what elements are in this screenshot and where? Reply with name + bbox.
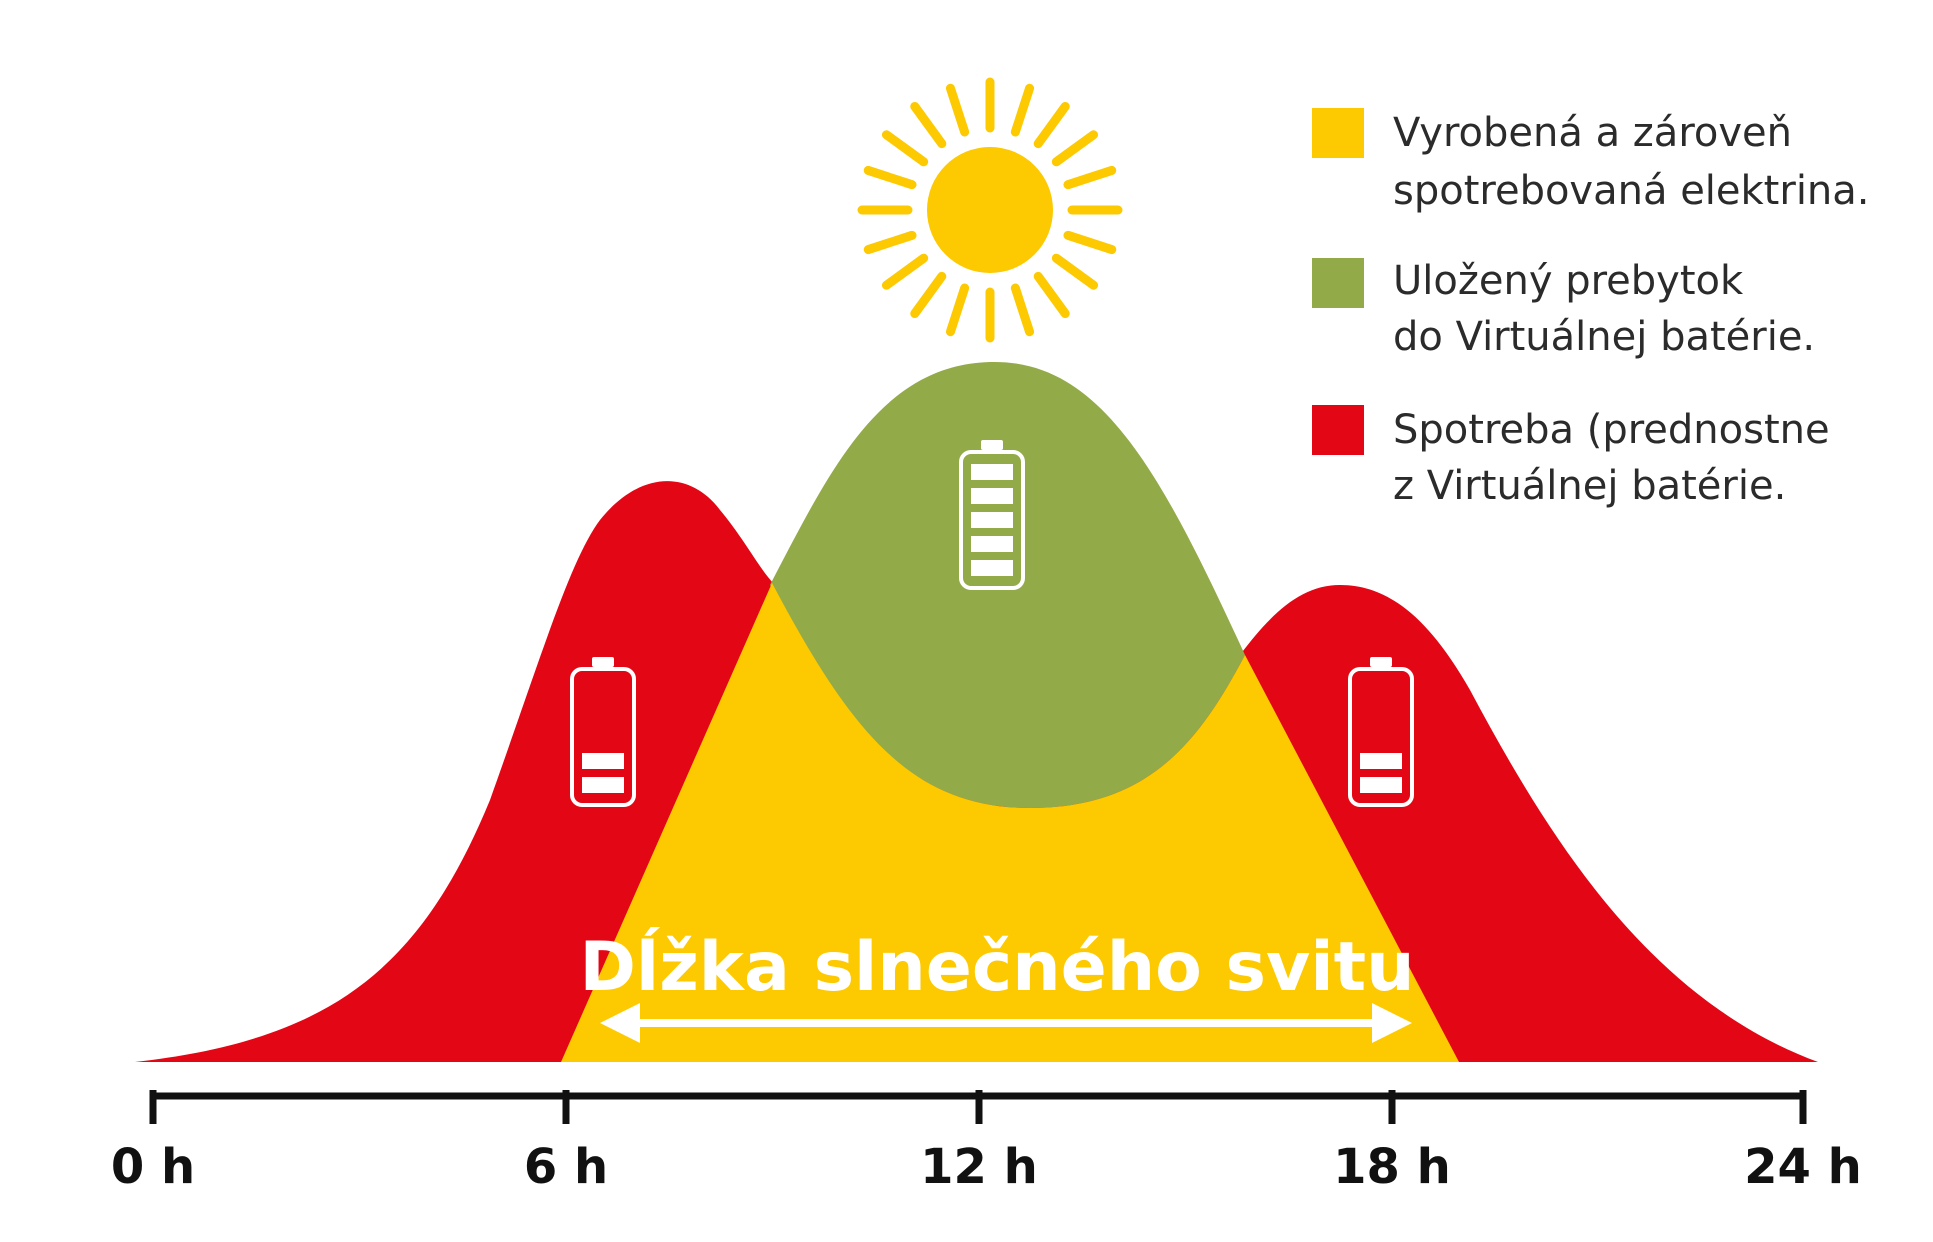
legend-swatch-produced (1312, 108, 1364, 158)
stored-surplus-area (770, 361, 1245, 808)
sun-ray (910, 271, 947, 319)
sun-ray (1063, 165, 1117, 190)
axis-tick-label: 18 h (1333, 1139, 1451, 1195)
battery-low-icon (1348, 657, 1414, 807)
sun-ray (1051, 253, 1099, 290)
sun-ray (1063, 230, 1117, 255)
sun-icon (857, 77, 1123, 343)
time-axis (149, 1090, 1807, 1124)
sun-ray (881, 130, 929, 167)
double-arrow-icon (600, 1003, 1412, 1043)
axis-tick-label: 24 h (1744, 1139, 1862, 1195)
sun-ray (1010, 283, 1035, 337)
sun-ray (945, 83, 970, 137)
legend-label-produced-line2: spotrebovaná elektrina. (1393, 168, 1870, 214)
legend-swatch-stored (1312, 258, 1364, 308)
produced-consumed-area (561, 583, 1459, 1062)
legend-label-stored-line1: Uložený prebytok (1393, 258, 1744, 304)
battery-low-icon (570, 657, 636, 807)
legend-label-produced-line1: Vyrobená a zároveň (1393, 110, 1792, 156)
legend-label-consumption-line1: Spotreba (prednostne (1393, 407, 1830, 453)
sun-ray (1033, 271, 1070, 319)
axis-tick-label: 6 h (524, 1139, 608, 1195)
sunshine-duration-label: Dĺžka slnečného svitu (579, 926, 1414, 1007)
sun-ray (1051, 130, 1099, 167)
battery-full-icon (959, 440, 1025, 590)
sun-ray (945, 283, 970, 337)
sun-ray (863, 165, 917, 190)
legend-label-consumption-line2: z Virtuálnej batérie. (1393, 463, 1786, 509)
legend-swatch-consumption (1312, 405, 1364, 455)
sun-ray (910, 101, 947, 149)
axis-tick-label: 12 h (920, 1139, 1038, 1195)
axis-tick-label: 0 h (111, 1139, 195, 1195)
legend-label-stored-line2: do Virtuálnej batérie. (1393, 314, 1815, 360)
sun-ray (863, 230, 917, 255)
sun-ray (1010, 83, 1035, 137)
sun-ray (1033, 101, 1070, 149)
sun-ray (881, 253, 929, 290)
legend: Vyrobená a zároveň spotrebovaná elektrin… (1312, 108, 1870, 509)
